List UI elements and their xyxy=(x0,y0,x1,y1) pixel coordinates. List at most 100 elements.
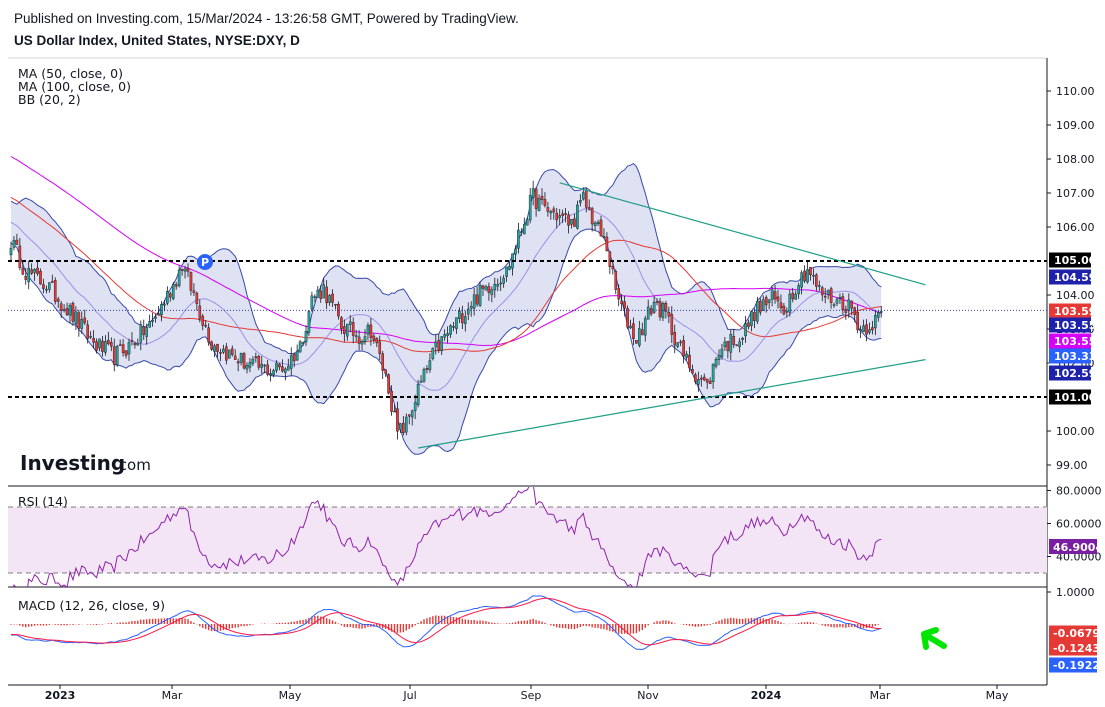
candle xyxy=(800,270,803,295)
candle xyxy=(670,306,674,343)
candle xyxy=(697,371,700,392)
candle xyxy=(440,336,444,355)
legend-bb: BB (20, 2) xyxy=(18,92,81,107)
y-tick-label: 100.00 xyxy=(1056,425,1095,438)
candle xyxy=(192,283,196,296)
rsi-tick-label: 80.0000 xyxy=(1056,485,1102,498)
candle xyxy=(664,300,668,319)
candle xyxy=(354,329,358,343)
candle xyxy=(98,338,101,352)
candle xyxy=(475,286,479,307)
candle xyxy=(42,278,45,294)
candle xyxy=(546,202,550,217)
price-badge: 103.59 xyxy=(1049,303,1096,319)
candle xyxy=(405,413,408,436)
candle xyxy=(820,285,824,302)
trendline-upper[interactable] xyxy=(559,182,926,286)
candle xyxy=(764,295,768,313)
candle xyxy=(850,300,854,316)
candle xyxy=(537,194,541,212)
candle xyxy=(24,268,28,285)
candle xyxy=(109,337,113,352)
pivot-marker[interactable]: P xyxy=(197,254,213,270)
macd-pane: 1.0000 -0.0679 -0.1243 -0.1922 MACD (12, 2… xyxy=(10,586,1100,673)
candle xyxy=(773,284,777,304)
x-tick-label: Mar xyxy=(870,689,891,702)
candle xyxy=(101,335,104,357)
candle xyxy=(112,338,116,372)
candle xyxy=(540,188,544,205)
candle xyxy=(564,208,567,223)
candle xyxy=(95,338,98,354)
candle xyxy=(761,295,765,311)
candle xyxy=(133,341,137,349)
svg-text:104.59: 104.59 xyxy=(1054,271,1096,284)
candle xyxy=(307,310,311,336)
candle xyxy=(346,323,349,341)
candle xyxy=(862,319,865,333)
candle xyxy=(484,284,488,291)
candle xyxy=(77,309,81,337)
candle xyxy=(115,344,119,368)
candle xyxy=(505,266,508,283)
candle xyxy=(396,401,399,440)
candle xyxy=(682,335,685,364)
candle xyxy=(602,228,606,239)
candle xyxy=(446,326,449,344)
candle xyxy=(216,343,219,358)
x-tick-label: Jul xyxy=(402,689,416,702)
candle xyxy=(257,354,261,371)
candle xyxy=(260,355,264,374)
candle xyxy=(207,323,210,346)
candle xyxy=(478,281,482,308)
candle xyxy=(717,349,721,366)
candle xyxy=(835,297,839,307)
candle xyxy=(369,317,373,346)
pivot-marker-icon[interactable] xyxy=(197,254,213,270)
macd-tick-label: 1.0000 xyxy=(1056,586,1095,599)
candle xyxy=(39,268,42,285)
candle xyxy=(160,301,163,322)
candle xyxy=(464,310,467,332)
candle xyxy=(410,409,414,426)
candle xyxy=(449,324,452,339)
svg-text:-0.0679: -0.0679 xyxy=(1053,627,1100,640)
legend-ma100: MA (100, close, 0) xyxy=(18,79,131,94)
candle xyxy=(177,265,181,288)
candle xyxy=(18,237,22,271)
x-tick-label: Nov xyxy=(637,689,659,702)
x-tick-label: Sep xyxy=(521,689,542,702)
candle xyxy=(508,262,511,271)
candle xyxy=(874,310,877,336)
candle xyxy=(770,286,774,307)
candle xyxy=(632,317,635,346)
candle xyxy=(363,329,367,345)
candle xyxy=(629,319,632,329)
rsi-band xyxy=(8,507,1047,573)
trendline-lower[interactable] xyxy=(417,359,926,449)
candle xyxy=(714,356,718,369)
candle xyxy=(596,219,600,227)
candle xyxy=(269,368,272,382)
candle xyxy=(366,322,370,340)
x-tick-label: May xyxy=(279,689,302,702)
candle xyxy=(458,307,461,323)
x-axis: 2023 Mar May Jul Sep Nov 2024 Mar May xyxy=(45,685,1009,702)
candle xyxy=(322,278,326,299)
macd-value-badge: -0.1243 xyxy=(1049,640,1100,656)
candle xyxy=(531,180,535,206)
legend-ma50: MA (50, close, 0) xyxy=(18,66,123,81)
candle xyxy=(157,306,160,316)
candle xyxy=(741,336,744,345)
candle xyxy=(561,209,564,224)
candle xyxy=(204,320,208,328)
candle xyxy=(51,274,54,283)
candle xyxy=(325,280,328,309)
candle xyxy=(868,322,871,335)
candle xyxy=(570,219,573,229)
candle xyxy=(809,267,812,281)
candle xyxy=(555,207,559,229)
candle xyxy=(688,346,691,373)
candle xyxy=(673,324,677,354)
candle xyxy=(431,347,435,361)
